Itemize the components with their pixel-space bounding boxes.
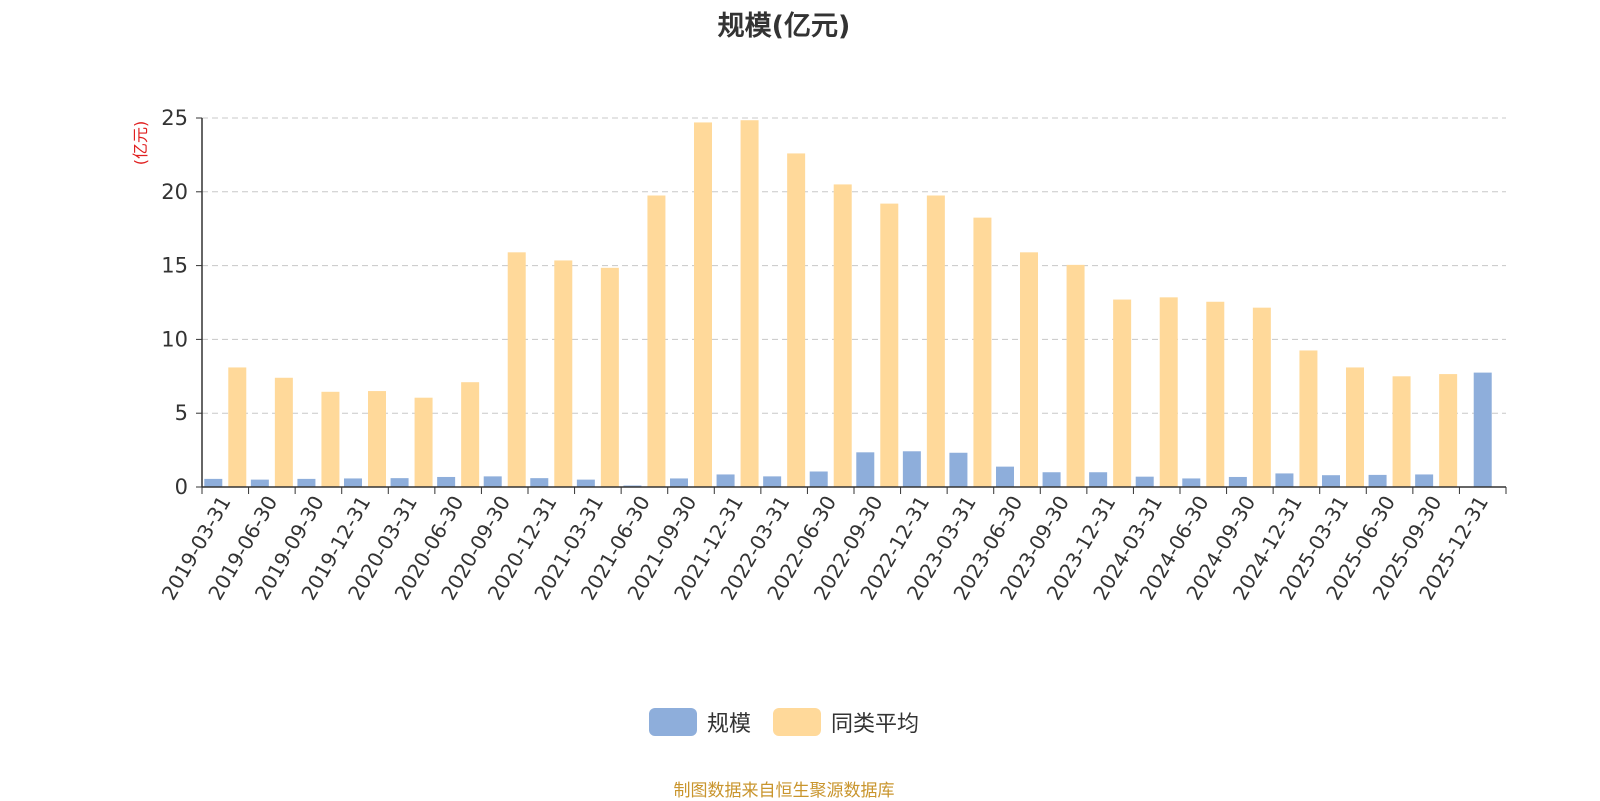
y-tick-label: 20 — [161, 180, 188, 204]
bar-peer-average[interactable] — [647, 195, 666, 488]
bar-scale[interactable] — [856, 452, 875, 487]
bar-scale[interactable] — [996, 466, 1014, 487]
bar-scale[interactable] — [809, 471, 828, 487]
bar-scale[interactable] — [1275, 473, 1294, 487]
bar-peer-average[interactable] — [414, 397, 433, 487]
bar-peer-average[interactable] — [1346, 367, 1364, 487]
legend-label-peer-average: 同类平均 — [831, 712, 920, 737]
legend-item-scale[interactable]: 规模 — [648, 706, 751, 738]
bars — [204, 120, 1492, 488]
bar-scale[interactable] — [530, 478, 549, 487]
bar-scale[interactable] — [204, 478, 223, 487]
legend-swatch-peer-average — [773, 708, 821, 736]
grid-lines — [202, 117, 1506, 414]
y-axis-label: (亿元) — [131, 121, 150, 166]
bar-peer-average[interactable] — [554, 260, 573, 487]
bar-scale[interactable] — [1182, 478, 1201, 487]
bar-scale[interactable] — [250, 479, 269, 487]
bar-scale[interactable] — [576, 479, 595, 487]
bar-peer-average[interactable] — [694, 122, 712, 487]
bar-peer-average[interactable] — [600, 267, 619, 487]
bar-peer-average[interactable] — [1299, 350, 1318, 487]
y-tick-label: 0 — [175, 475, 188, 499]
chart-title: 规模(亿元) — [717, 11, 851, 42]
y-tick-label: 10 — [161, 327, 188, 351]
bar-scale[interactable] — [670, 478, 688, 487]
bar-peer-average[interactable] — [368, 391, 386, 487]
legend-item-peer-average[interactable]: 同类平均 — [773, 706, 919, 738]
bar-peer-average[interactable] — [274, 377, 293, 487]
bar-peer-average[interactable] — [507, 252, 526, 487]
bar-scale[interactable] — [483, 476, 502, 487]
bar-scale[interactable] — [344, 478, 362, 487]
y-tick-label: 25 — [161, 106, 188, 130]
y-tick-label: 5 — [175, 401, 188, 425]
legend-swatch-scale — [648, 708, 697, 736]
bar-scale[interactable] — [1089, 472, 1108, 487]
bar-peer-average[interactable] — [228, 367, 247, 487]
bar-peer-average[interactable] — [1113, 299, 1132, 487]
bar-peer-average[interactable] — [880, 203, 899, 487]
bar-scale[interactable] — [763, 476, 782, 487]
bar-peer-average[interactable] — [321, 391, 340, 487]
bar-scale[interactable] — [1473, 372, 1492, 487]
bar-scale[interactable] — [297, 478, 316, 487]
bar-peer-average[interactable] — [1020, 252, 1038, 487]
bar-scale[interactable] — [716, 474, 735, 487]
bar-scale[interactable] — [902, 451, 921, 487]
bar-peer-average[interactable] — [926, 195, 945, 488]
bar-peer-average[interactable] — [973, 217, 992, 487]
legend-label-scale: 规模 — [706, 712, 751, 737]
bar-scale[interactable] — [1228, 476, 1247, 487]
bar-peer-average[interactable] — [461, 382, 480, 487]
bar-peer-average[interactable] — [1439, 374, 1458, 487]
bar-scale[interactable] — [390, 478, 409, 487]
bar-peer-average[interactable] — [1159, 297, 1178, 487]
bar-peer-average[interactable] — [833, 184, 852, 488]
bar-scale[interactable] — [1042, 472, 1061, 487]
bar-peer-average[interactable] — [1066, 264, 1085, 487]
legend: 规模 同类平均 — [0, 706, 1568, 738]
bar-scale[interactable] — [437, 476, 456, 487]
bar-peer-average[interactable] — [1392, 376, 1411, 487]
bar-scale[interactable] — [1415, 474, 1434, 487]
bar-peer-average[interactable] — [740, 120, 759, 488]
bar-peer-average[interactable] — [1206, 301, 1225, 487]
bar-scale[interactable] — [949, 452, 968, 487]
bar-scale[interactable] — [1135, 476, 1154, 487]
y-tick-label: 15 — [161, 254, 188, 278]
bar-scale[interactable] — [1368, 474, 1387, 487]
bar-peer-average[interactable] — [787, 153, 806, 487]
source-note: 制图数据来自恒生聚源数据库 — [673, 781, 895, 801]
bar-peer-average[interactable] — [1252, 307, 1271, 487]
bar-scale[interactable] — [1322, 475, 1340, 487]
